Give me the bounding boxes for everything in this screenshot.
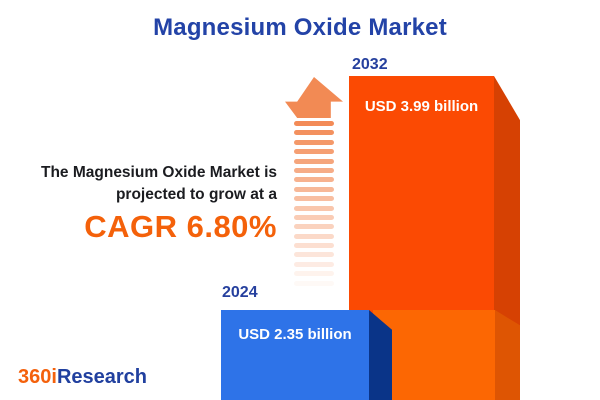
brand-logo-suffix: Research — [56, 366, 147, 388]
growth-up-arrow-icon — [285, 77, 343, 118]
bar-value-2024: USD 2.35 billion — [238, 326, 352, 343]
brand-logo: 360iResearch — [18, 366, 147, 389]
brand-logo-prefix: 360i — [18, 366, 57, 388]
bar-value-2032: USD 3.99 billion — [364, 98, 479, 115]
tagline: The Magnesium Oxide Market is projected … — [41, 162, 277, 245]
tagline-line2: projected to grow at a — [115, 186, 277, 203]
bar-2024 — [221, 310, 369, 400]
growth-arrow-dashes-icon — [294, 121, 334, 290]
year-label-2032: 2032 — [352, 56, 388, 73]
page-title: Magnesium Oxide Market — [153, 14, 447, 41]
bar-2032-step — [373, 310, 495, 400]
bar-2032-step-side — [495, 310, 520, 400]
cagr-value: CAGR 6.80% — [84, 209, 277, 244]
year-label-2024: 2024 — [222, 284, 258, 301]
tagline-line1: The Magnesium Oxide Market is — [40, 164, 277, 181]
bar-2024-side — [369, 310, 392, 400]
